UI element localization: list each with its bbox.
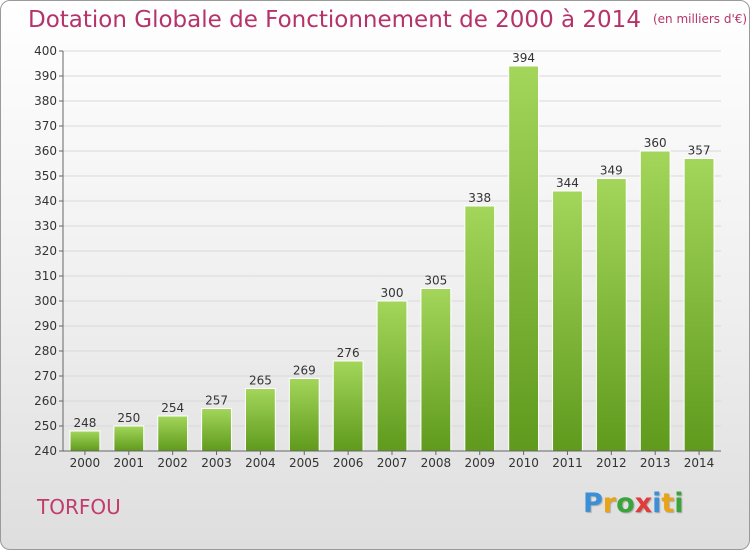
bar-value-label: 269 <box>293 364 316 378</box>
y-tick-label: 240 <box>34 444 57 458</box>
bar-value-label: 357 <box>688 144 711 158</box>
proxiti-logo: Proxiti <box>583 488 684 519</box>
bar <box>332 360 364 452</box>
y-tick-label: 290 <box>34 319 57 333</box>
logo-letter: t <box>661 488 675 519</box>
x-tick-label: 2014 <box>684 456 715 470</box>
bar <box>201 408 232 452</box>
bar-value-label: 254 <box>161 401 184 415</box>
bar <box>69 430 101 452</box>
logo-letter: r <box>602 488 617 519</box>
x-tick-label: 2004 <box>245 456 276 470</box>
x-tick-label: 2007 <box>377 456 408 470</box>
bar-value-label: 248 <box>73 416 96 430</box>
x-tick-label: 2013 <box>640 456 671 470</box>
bar <box>639 150 671 452</box>
bar <box>157 415 189 452</box>
place-name: TORFOU <box>37 495 121 519</box>
y-tick-label: 250 <box>34 419 57 433</box>
x-tick-label: 2011 <box>552 456 583 470</box>
bar-value-label: 349 <box>600 164 623 178</box>
y-tick-label: 280 <box>34 344 57 358</box>
logo-letter: x <box>634 488 653 519</box>
bar-value-label: 276 <box>337 346 360 360</box>
y-tick-label: 310 <box>34 269 57 283</box>
y-tick-label: 370 <box>34 119 57 133</box>
bar-value-label: 360 <box>644 136 667 150</box>
bar <box>113 425 145 452</box>
y-tick-label: 260 <box>34 394 57 408</box>
y-tick-label: 390 <box>34 69 57 83</box>
bar <box>508 65 540 452</box>
y-tick-label: 400 <box>34 44 57 58</box>
x-tick-label: 2003 <box>201 456 232 470</box>
bar-value-label: 265 <box>249 374 272 388</box>
x-tick-label: 2000 <box>70 456 101 470</box>
bar <box>288 378 320 452</box>
x-tick-label: 2002 <box>157 456 188 470</box>
bar <box>552 190 583 452</box>
x-tick-label: 2006 <box>333 456 364 470</box>
logo-letter: o <box>616 488 635 519</box>
x-tick-label: 2005 <box>289 456 320 470</box>
bar-value-label: 338 <box>468 191 491 205</box>
chart-title-text: Dotation Globale de Fonctionnement de 20… <box>28 7 641 33</box>
bar <box>420 288 452 452</box>
bar-value-label: 305 <box>424 274 447 288</box>
y-tick-label: 350 <box>34 169 57 183</box>
x-tick-label: 2010 <box>508 456 539 470</box>
chart-unit-label: (en milliers d'€) <box>652 12 748 26</box>
y-tick-label: 320 <box>34 244 57 258</box>
y-tick-label: 330 <box>34 219 57 233</box>
x-tick-label: 2008 <box>421 456 452 470</box>
x-tick-label: 2001 <box>114 456 145 470</box>
x-axis: 2000 2001 2002 2003 2004 2005 2006 2007 2008 2009… <box>63 450 721 470</box>
logo-letter: i <box>652 488 662 519</box>
x-tick-label: 2012 <box>596 456 627 470</box>
logo-letter: i <box>674 488 684 519</box>
y-axis: 240 250 260 270 280 290 300 310 320 330 340 350 360 3… <box>34 44 64 458</box>
y-tick-label: 340 <box>34 194 57 208</box>
x-tick-label: 2009 <box>464 456 495 470</box>
bar-value-label: 394 <box>512 51 535 65</box>
bar-value-label: 300 <box>381 286 404 300</box>
y-tick-label: 300 <box>34 294 57 308</box>
bars: 248 250 254 257 265 269 276 300 305 338 394 344 349 3… <box>69 51 715 452</box>
bar-value-label: 344 <box>556 176 579 190</box>
bar-value-label: 257 <box>205 394 228 408</box>
y-tick-label: 360 <box>34 144 57 158</box>
bar <box>464 205 496 452</box>
y-tick-label: 270 <box>34 369 57 383</box>
bar <box>683 158 715 452</box>
y-tick-label: 380 <box>34 94 57 108</box>
bar <box>595 178 627 452</box>
logo-letter: P <box>583 488 603 519</box>
chart-title: Dotation Globale de Fonctionnement de 20… <box>28 7 747 33</box>
bar-value-label: 250 <box>117 411 140 425</box>
bar <box>244 388 276 452</box>
bar <box>376 300 408 452</box>
